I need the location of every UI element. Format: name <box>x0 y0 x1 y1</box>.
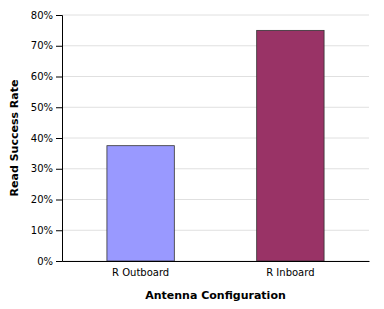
y-tick-label: 20% <box>31 194 53 205</box>
y-tick: 20% <box>31 194 62 205</box>
y-tick-label: 40% <box>31 133 53 144</box>
y-tick-mark <box>56 107 62 108</box>
y-tick-label: 30% <box>31 163 53 174</box>
x-tick-label: R Inboard <box>266 267 314 278</box>
y-axis-title: Read Success Rate <box>8 80 21 197</box>
y-tick: 0% <box>37 256 62 267</box>
y-tick-label: 70% <box>31 40 53 51</box>
x-axis-line <box>63 261 370 262</box>
y-tick-mark <box>56 169 62 170</box>
y-axis: 0% 10% 20% 30% 40% 50% 60% 70% 80% <box>31 10 63 267</box>
x-axis: R Outboard R Inboard <box>63 262 370 279</box>
y-tick: 70% <box>31 40 62 51</box>
bar <box>257 30 324 261</box>
y-tick: 60% <box>31 71 62 82</box>
y-axis-line <box>56 16 63 262</box>
y-tick-label: 80% <box>31 10 53 21</box>
plot-area: 0% 10% 20% 30% 40% 50% 60% 70% 80% R Outboard R In… <box>31 10 370 278</box>
y-tick-label: 60% <box>31 71 53 82</box>
x-tick-label: R Outboard <box>112 267 169 278</box>
y-tick-mark <box>56 200 62 201</box>
bars <box>107 30 324 261</box>
y-tick-mark <box>56 261 62 262</box>
y-tick: 50% <box>31 102 62 113</box>
y-tick: 40% <box>31 133 62 144</box>
y-tick-mark <box>56 15 62 16</box>
y-tick-mark <box>56 138 62 139</box>
y-tick-label: 50% <box>31 102 53 113</box>
x-tick: R Inboard <box>266 267 314 278</box>
y-tick: 30% <box>31 163 62 174</box>
y-tick: 10% <box>31 225 62 236</box>
x-tick: R Outboard <box>112 267 169 278</box>
y-tick: 80% <box>31 10 62 21</box>
y-tick-label: 10% <box>31 225 53 236</box>
grid-line <box>62 15 369 16</box>
bar <box>107 146 174 261</box>
y-tick-mark <box>56 77 62 78</box>
y-tick-mark <box>56 230 62 231</box>
y-tick-label: 0% <box>37 256 53 267</box>
grid <box>62 15 369 261</box>
chart-svg: 0% 10% 20% 30% 40% 50% 60% 70% 80% R Outboard R In… <box>0 0 384 309</box>
x-axis-title: Antenna Configuration <box>145 289 286 302</box>
y-tick-mark <box>56 46 62 47</box>
